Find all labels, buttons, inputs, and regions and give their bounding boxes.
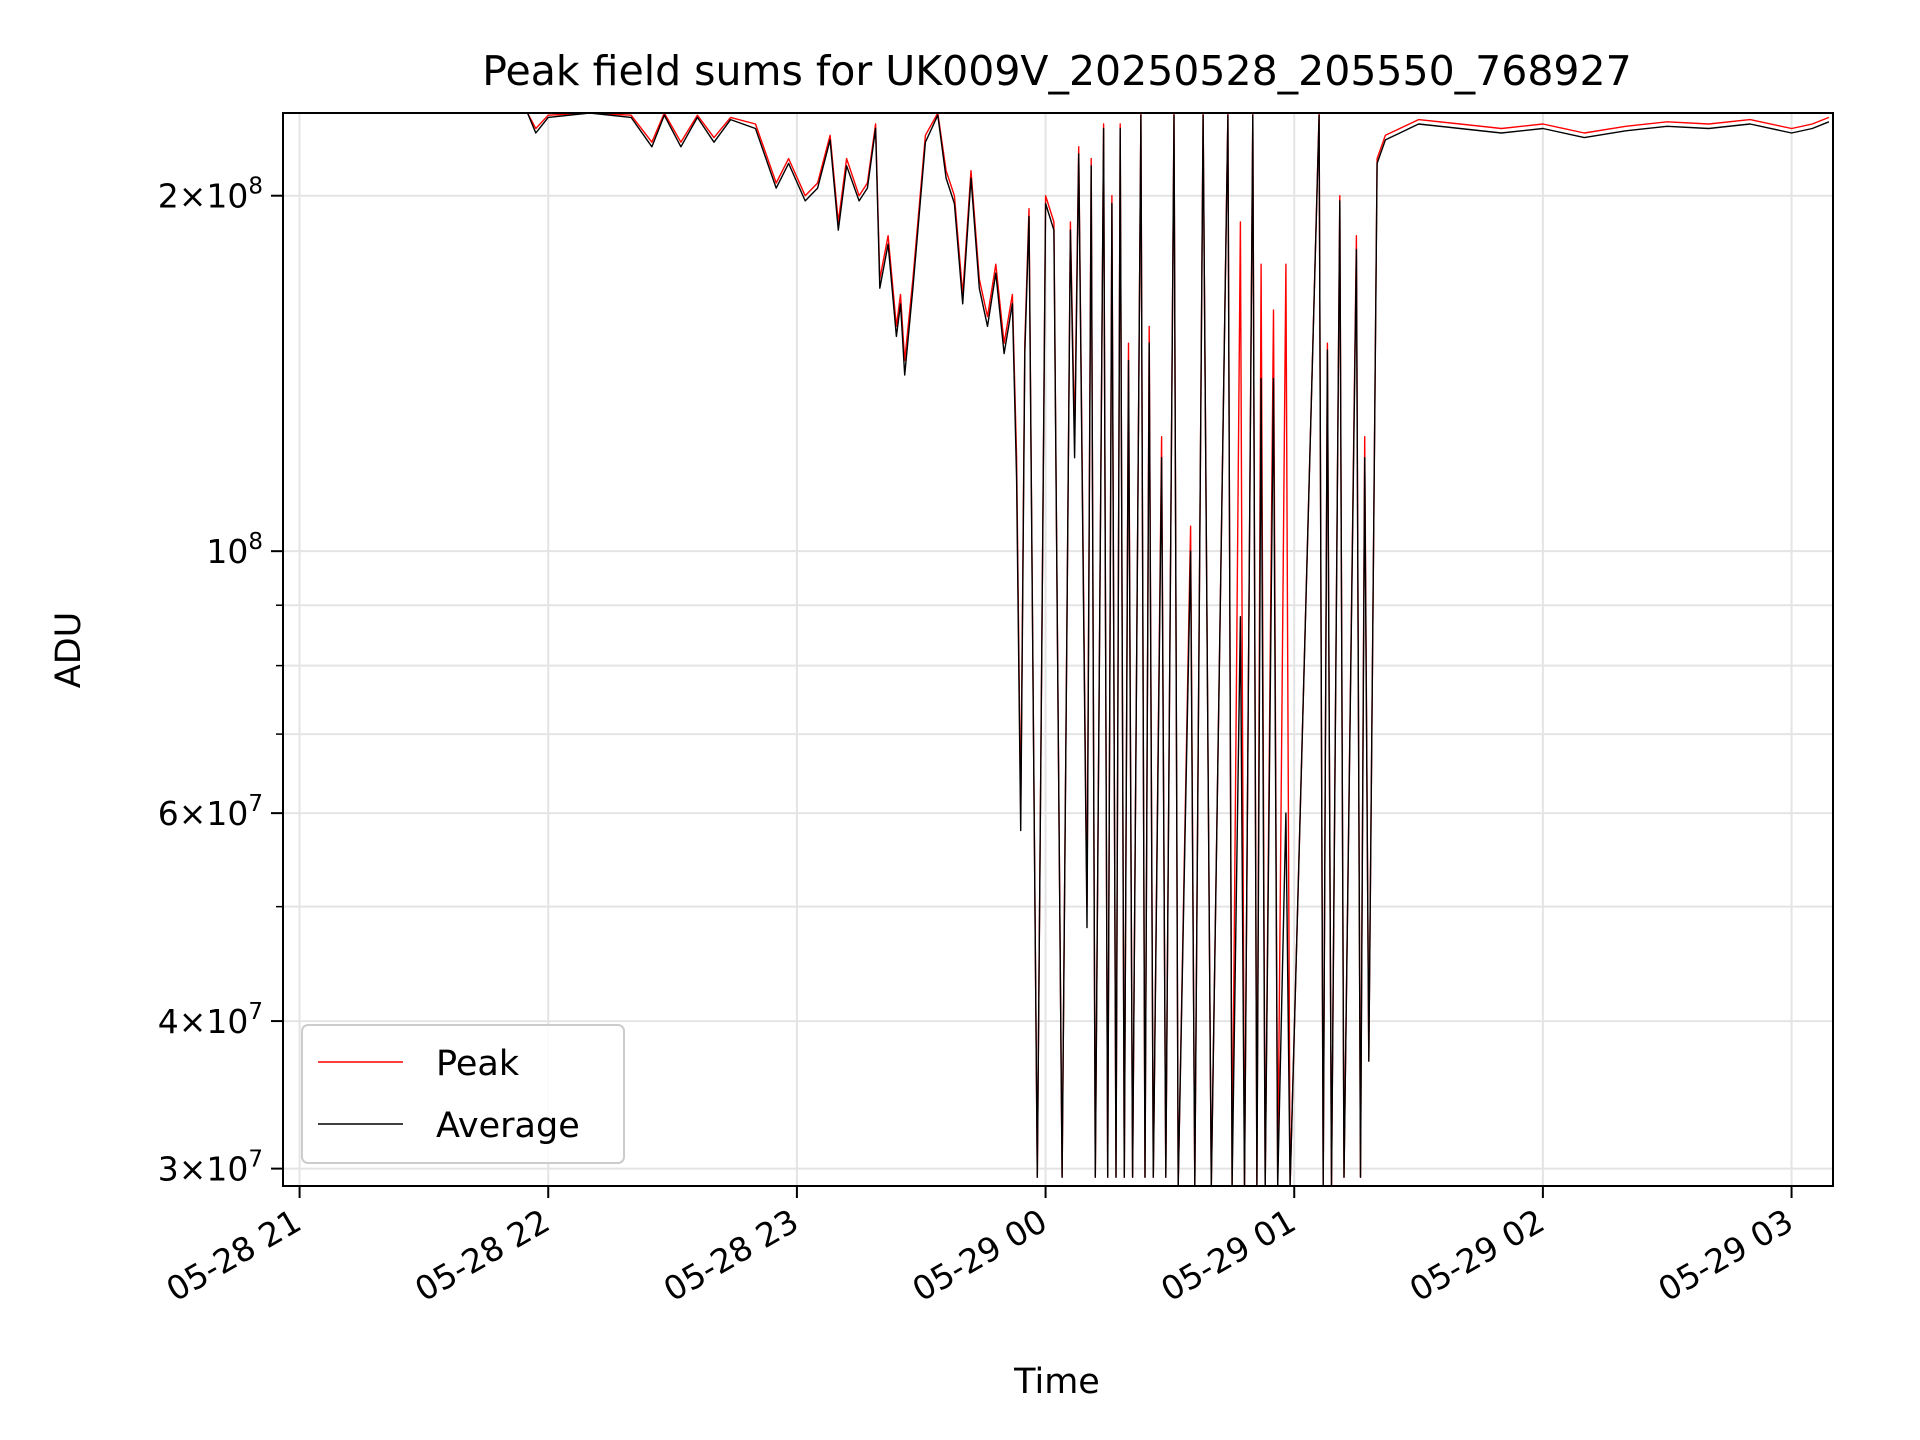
legend: Peak Average [301,1024,625,1164]
y-axis: 3×107 4×107 6×107 108 2×108 [158,174,283,1189]
legend-label-average: Average [436,1106,580,1146]
series-line-average [526,113,1830,1186]
y-axis-label: ADU [49,612,89,689]
x-axis-label: Time [1013,1362,1100,1402]
y-tick-label: 2×108 [158,174,263,216]
legend-label-peak: Peak [436,1044,520,1084]
plot-frame [282,112,1834,1187]
series-layer [526,113,1830,1186]
y-tick-label: 6×107 [158,791,263,833]
y-tick-label: 108 [206,529,263,571]
legend-box [301,1024,625,1164]
chart-title: Peak field sums for UK009V_20250528_2055… [482,47,1631,95]
y-tick-label: 3×107 [158,1147,263,1189]
y-tick-label: 4×107 [158,999,263,1041]
